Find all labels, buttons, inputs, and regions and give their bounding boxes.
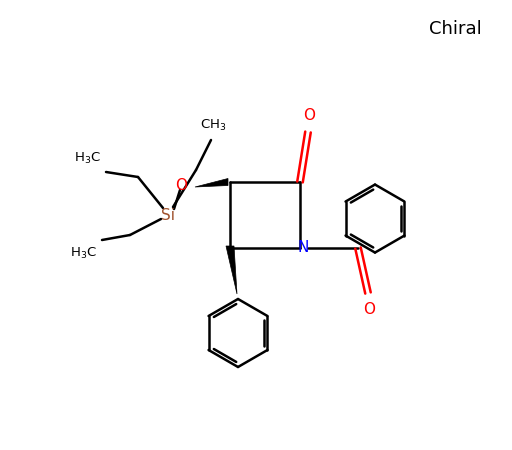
Text: CH$_3$: CH$_3$ bbox=[200, 118, 226, 133]
Text: N: N bbox=[297, 240, 309, 256]
Text: H$_3$C: H$_3$C bbox=[74, 151, 101, 166]
Polygon shape bbox=[195, 179, 228, 187]
Text: H$_3$C: H$_3$C bbox=[70, 246, 97, 261]
Text: Si: Si bbox=[161, 207, 175, 222]
Text: O: O bbox=[303, 108, 315, 123]
Text: O: O bbox=[363, 302, 375, 317]
Text: Chiral: Chiral bbox=[429, 20, 481, 38]
Polygon shape bbox=[226, 246, 237, 294]
Text: O: O bbox=[175, 179, 187, 194]
